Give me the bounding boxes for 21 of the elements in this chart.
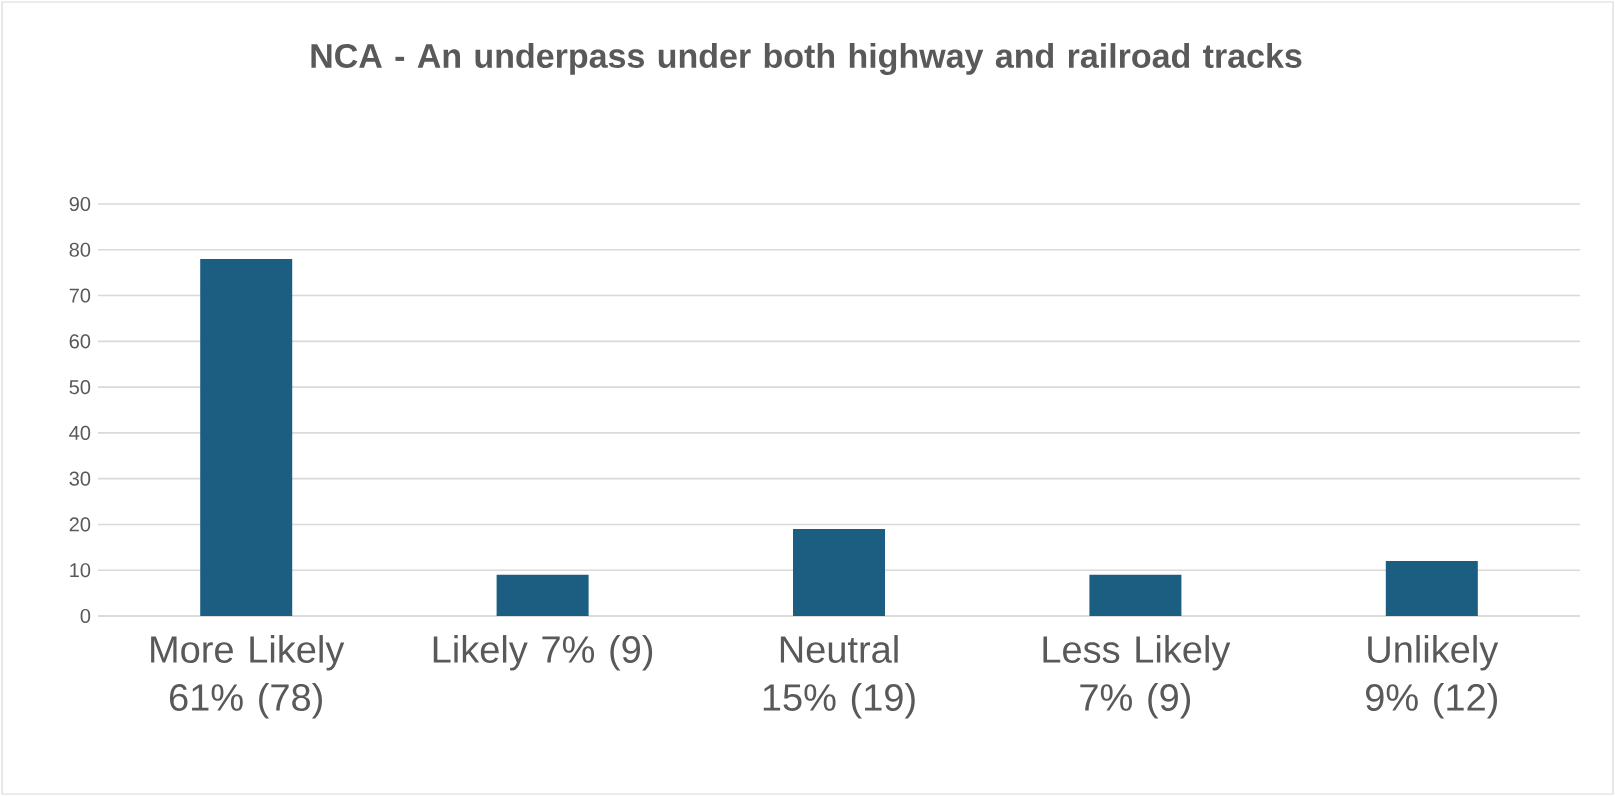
x-tick-label: Neutral 15% (19) bbox=[763, 635, 915, 719]
y-tick-label: 70 bbox=[69, 288, 91, 303]
y-tick-label: 40 bbox=[69, 425, 91, 440]
x-tick-label: Unlikely 9% (12) bbox=[1366, 635, 1499, 719]
bar bbox=[200, 258, 293, 616]
y-tick-label: 30 bbox=[69, 471, 91, 486]
y-tick-label: 20 bbox=[69, 517, 91, 532]
y-tick-label: 60 bbox=[69, 334, 91, 349]
y-tick-label: 50 bbox=[69, 380, 91, 395]
x-tick-label: Less Likely 7% (9) bbox=[1043, 635, 1231, 719]
y-tick-label: 0 bbox=[80, 608, 91, 624]
y-tick-label: 80 bbox=[69, 242, 91, 257]
bar bbox=[1089, 574, 1182, 616]
x-tick-label: More Likely 61% (78) bbox=[151, 635, 345, 719]
y-tick-label: 90 bbox=[69, 196, 91, 212]
bar bbox=[1385, 561, 1478, 616]
x-tick-label: Likely 7% (9) bbox=[433, 635, 653, 671]
bar bbox=[496, 574, 589, 616]
y-tick-label: 10 bbox=[70, 563, 91, 578]
bar bbox=[793, 529, 886, 616]
chart-title: NCA - An underpass under both highway and railroad tracks bbox=[311, 43, 1302, 75]
